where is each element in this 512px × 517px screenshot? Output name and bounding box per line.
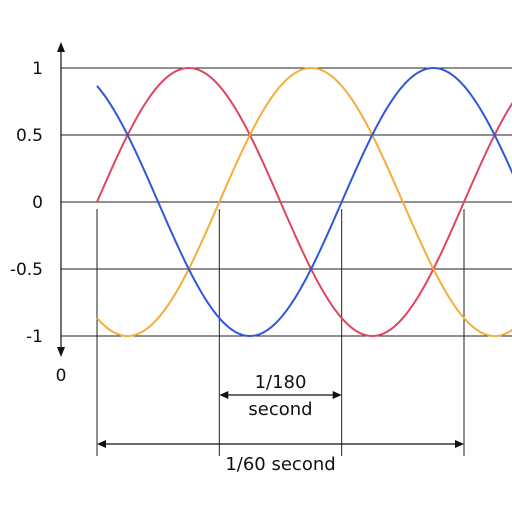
marker-lines: [96, 209, 465, 456]
series-layer: [96, 67, 512, 337]
y-tick-label: 0: [32, 193, 43, 213]
y-tick-label: 0.5: [16, 126, 43, 146]
third-period-label-line1: 1/180: [255, 372, 307, 393]
full-period-dimension-arrow-right: [455, 440, 464, 448]
y-axis-arrow-down: [57, 347, 65, 357]
y-tick-label: -1: [26, 327, 43, 347]
third-period-dimension-arrow-right: [332, 391, 342, 399]
grid-layer: [61, 67, 512, 337]
y-tick-labels: 1 0.5 0 -0.5 -1: [10, 59, 43, 347]
y-tick-label: 1: [32, 59, 43, 79]
period-annotations: 1/180 second 1/60 second: [97, 372, 464, 475]
y-axis: [57, 42, 65, 357]
series-line-0: [96, 67, 512, 337]
full-period-label: 1/60 second: [225, 454, 335, 475]
y-axis-arrow-up: [57, 42, 65, 52]
origin-label: 0: [56, 366, 67, 386]
y-tick-label: -0.5: [10, 260, 43, 280]
third-period-label-line2: second: [248, 399, 312, 420]
series-line-1: [96, 67, 512, 337]
full-period-dimension-arrow-left: [97, 440, 106, 448]
series-line-2: [96, 67, 512, 337]
third-period-dimension-arrow-left: [219, 391, 229, 399]
